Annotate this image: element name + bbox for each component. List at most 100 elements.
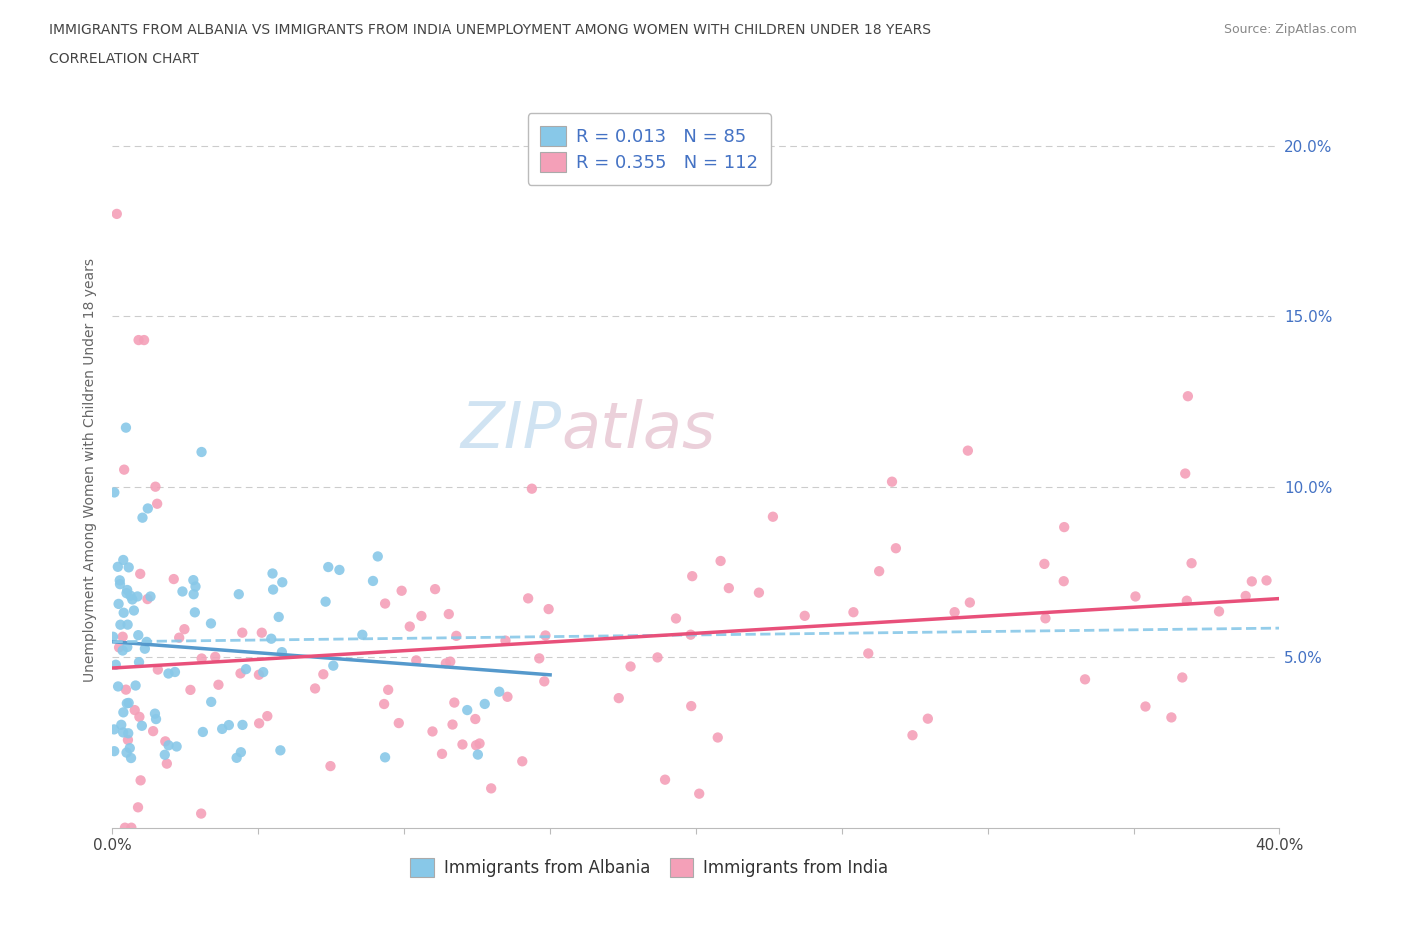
Point	[468, 736, 491, 751]
Point	[120, 820, 142, 835]
Point	[127, 628, 149, 643]
Point	[179, 683, 201, 698]
Point	[842, 604, 865, 619]
Point	[132, 333, 155, 348]
Point	[959, 595, 981, 610]
Point	[312, 667, 335, 682]
Point	[443, 695, 465, 710]
Point	[173, 622, 195, 637]
Point	[250, 625, 273, 640]
Point	[146, 497, 169, 512]
Point	[108, 577, 131, 591]
Point	[1177, 389, 1199, 404]
Point	[136, 501, 159, 516]
Point	[163, 572, 186, 587]
Point	[271, 575, 294, 590]
Point	[717, 580, 740, 595]
Point	[681, 698, 703, 713]
Point	[1053, 520, 1076, 535]
Point	[422, 724, 444, 739]
Point	[858, 646, 880, 661]
Legend: Immigrants from Albania, Immigrants from India: Immigrants from Albania, Immigrants from…	[404, 852, 896, 883]
Point	[172, 584, 194, 599]
Point	[247, 716, 270, 731]
Point	[681, 569, 703, 584]
Point	[107, 596, 129, 611]
Point	[411, 608, 433, 623]
Text: atlas: atlas	[562, 399, 716, 461]
Point	[139, 589, 162, 604]
Point	[267, 609, 290, 624]
Point	[112, 605, 135, 620]
Point	[868, 564, 890, 578]
Point	[262, 566, 284, 581]
Point	[184, 604, 207, 619]
Point	[156, 756, 179, 771]
Point	[377, 683, 399, 698]
Point	[1160, 710, 1182, 724]
Point	[110, 618, 132, 632]
Point	[157, 666, 180, 681]
Point	[465, 737, 488, 752]
Point	[373, 697, 395, 711]
Y-axis label: Unemployment Among Women with Children Under 18 years: Unemployment Among Women with Children U…	[83, 258, 97, 682]
Point	[446, 629, 468, 644]
Point	[533, 674, 555, 689]
Point	[118, 696, 141, 711]
Point	[145, 711, 167, 726]
Text: ZIP: ZIP	[461, 399, 562, 461]
Point	[748, 585, 770, 600]
Point	[117, 618, 139, 632]
Point	[537, 602, 560, 617]
Point	[107, 559, 129, 574]
Point	[129, 773, 152, 788]
Point	[114, 820, 136, 835]
Point	[121, 592, 143, 607]
Point	[128, 710, 150, 724]
Point	[231, 625, 253, 640]
Point	[1234, 589, 1257, 604]
Point	[120, 751, 142, 765]
Point	[467, 747, 489, 762]
Point	[619, 659, 641, 674]
Point	[529, 651, 551, 666]
Point	[488, 684, 510, 699]
Point	[793, 608, 815, 623]
Point	[315, 594, 337, 609]
Point	[441, 717, 464, 732]
Point	[496, 689, 519, 704]
Point	[479, 781, 502, 796]
Point	[191, 724, 214, 739]
Point	[124, 703, 146, 718]
Point	[328, 563, 350, 578]
Point	[128, 655, 150, 670]
Point	[456, 703, 478, 718]
Point	[1053, 574, 1076, 589]
Point	[122, 603, 145, 618]
Point	[155, 734, 177, 749]
Point	[107, 679, 129, 694]
Point	[901, 728, 924, 743]
Point	[103, 722, 125, 737]
Point	[398, 619, 420, 634]
Point	[200, 616, 222, 631]
Point	[207, 677, 229, 692]
Point	[495, 633, 517, 648]
Point	[884, 541, 907, 556]
Point	[108, 573, 131, 588]
Point	[204, 649, 226, 664]
Text: Source: ZipAtlas.com: Source: ZipAtlas.com	[1223, 23, 1357, 36]
Point	[647, 650, 669, 665]
Point	[943, 604, 966, 619]
Point	[128, 333, 150, 348]
Point	[679, 627, 702, 642]
Point	[131, 511, 153, 525]
Point	[145, 479, 167, 494]
Point	[108, 640, 131, 655]
Point	[127, 589, 149, 604]
Point	[391, 583, 413, 598]
Point	[101, 630, 124, 644]
Point	[260, 631, 283, 646]
Point	[229, 745, 252, 760]
Point	[451, 737, 474, 752]
